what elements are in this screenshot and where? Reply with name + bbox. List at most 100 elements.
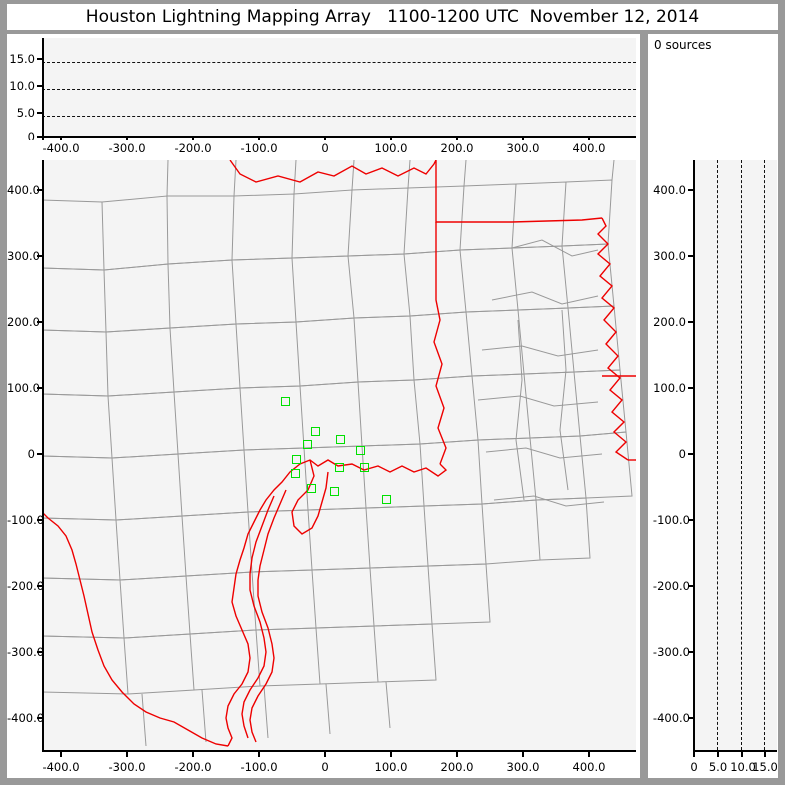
xticklabel--200: -200.0 — [174, 141, 212, 155]
histogram-plot-area[interactable] — [693, 160, 777, 750]
xticklabel-0: 0 — [321, 141, 329, 155]
source-marker — [311, 427, 320, 436]
hist-yticklabel--300: -300.0 — [652, 645, 690, 659]
xticklabel-100: 100.0 — [374, 141, 408, 155]
hist-xtick-0 — [693, 751, 695, 757]
source-marker — [307, 484, 316, 493]
hist-ytick-300 — [688, 255, 694, 257]
hist-xticklabel-10: 10.0 — [730, 760, 756, 774]
map-ytick-200 — [37, 321, 43, 323]
xticklabel-400: 400.0 — [572, 141, 606, 155]
plan-view-map-panel[interactable]: 400.0 300.0 200.0 100.0 0 -100.0 -200.0 … — [7, 156, 640, 778]
hist-ytick-100 — [688, 387, 694, 389]
hist-yticklabel-0: 0 — [678, 447, 686, 461]
map-ytick-400 — [37, 189, 43, 191]
map-xticklabel--400: -400.0 — [42, 760, 80, 774]
map-yticklabel--300: -300.0 — [7, 645, 45, 659]
altitude-time-panel[interactable]: 15.0 10.0 5.0 0 — [7, 34, 640, 148]
map-yticklabel-0: 0 — [27, 447, 35, 461]
altitude-histogram-panel[interactable]: 400.0 300.0 200.0 100.0 0 -100.0 -200.0 … — [648, 156, 778, 778]
hist-yticklabel--100: -100.0 — [652, 513, 690, 527]
hist-yticklabel-400: 400.0 — [653, 183, 686, 197]
map-xticklabel-200: 200.0 — [440, 760, 474, 774]
map-xtick--100 — [258, 751, 260, 757]
map-xtick-0 — [324, 751, 326, 757]
map-xticklabel--200: -200.0 — [174, 760, 212, 774]
hist-ytick-200 — [688, 321, 694, 323]
hist-xticklabel-15: 15.0 — [752, 760, 778, 774]
hist-gridline-5 — [717, 160, 718, 750]
hist-xtick-5 — [717, 751, 719, 757]
state-boundaries — [42, 160, 636, 747]
xticklabel--400: -400.0 — [42, 141, 80, 155]
altitude-plot-area[interactable] — [42, 38, 636, 136]
map-xtick--300 — [126, 751, 128, 757]
map-xticklabel-0: 0 — [321, 760, 329, 774]
hist-ytick--100 — [688, 519, 694, 521]
altitude-y-axis — [42, 38, 44, 141]
map-yticklabel-300: 300.0 — [7, 249, 40, 263]
hist-y-axis — [693, 160, 695, 752]
source-marker — [291, 469, 300, 478]
map-yticklabel--400: -400.0 — [7, 711, 45, 725]
map-xticklabel-400: 400.0 — [572, 760, 606, 774]
yticklabel-5: 5.0 — [16, 106, 35, 120]
title-bar: Houston Lightning Mapping Array 1100-120… — [7, 4, 778, 30]
source-marker — [303, 440, 312, 449]
map-xtick-300 — [522, 751, 524, 757]
hist-ytick-0 — [688, 453, 694, 455]
county-boundaries — [42, 160, 633, 747]
map-xticklabel--300: -300.0 — [108, 760, 146, 774]
gridline-5 — [42, 116, 636, 117]
map-ytick-0 — [37, 453, 43, 455]
map-ytick--200 — [37, 585, 43, 587]
map-x-axis — [42, 750, 636, 752]
map-xtick--400 — [60, 751, 62, 757]
altitude-x-axis — [42, 136, 636, 138]
map-ytick--400 — [37, 717, 43, 719]
hist-ytick--400 — [688, 717, 694, 719]
map-plot-area[interactable] — [42, 160, 636, 750]
source-marker — [356, 446, 365, 455]
xticklabel-300: 300.0 — [506, 141, 540, 155]
yticklabel-0: 0 — [27, 130, 35, 144]
source-marker — [336, 435, 345, 444]
ytick-0 — [37, 136, 43, 138]
gridline-10 — [42, 89, 636, 90]
map-xtick-400 — [588, 751, 590, 757]
source-marker — [335, 463, 344, 472]
hist-gridline-15 — [764, 160, 765, 750]
map-xtick-200 — [456, 751, 458, 757]
hist-yticklabel--400: -400.0 — [652, 711, 690, 725]
map-yticklabel-200: 200.0 — [7, 315, 40, 329]
source-marker — [382, 495, 391, 504]
hist-yticklabel-100: 100.0 — [653, 381, 686, 395]
ytick-15 — [37, 58, 43, 60]
hist-xtick-15 — [764, 751, 766, 757]
yticklabel-10: 10.0 — [9, 79, 35, 93]
ytick-10 — [37, 85, 43, 87]
hist-ytick--300 — [688, 651, 694, 653]
map-yticklabel-100: 100.0 — [7, 381, 40, 395]
hist-ytick-400 — [688, 189, 694, 191]
altitude-xaxis-labelstrip: -400.0 -300.0 -200.0 -100.0 0 100.0 200.… — [7, 140, 640, 156]
map-yticklabel-400: 400.0 — [7, 183, 40, 197]
map-y-axis — [42, 160, 44, 752]
source-marker — [281, 397, 290, 406]
source-marker — [292, 455, 301, 464]
map-xtick-100 — [390, 751, 392, 757]
map-yticklabel--100: -100.0 — [7, 513, 45, 527]
hist-xtick-10 — [741, 751, 743, 757]
page-title: Houston Lightning Mapping Array 1100-120… — [85, 7, 700, 27]
yticklabel-15: 15.0 — [9, 52, 35, 66]
gridline-15 — [42, 62, 636, 63]
hist-x-axis — [693, 750, 777, 752]
xticklabel-200: 200.0 — [440, 141, 474, 155]
hist-xticklabel-5: 5.0 — [708, 760, 728, 774]
xticklabel--100: -100.0 — [240, 141, 278, 155]
map-yticklabel--200: -200.0 — [7, 579, 45, 593]
source-count-panel[interactable]: 0 sources — [648, 34, 778, 156]
map-xticklabel--100: -100.0 — [240, 760, 278, 774]
basemap-svg — [42, 160, 636, 747]
